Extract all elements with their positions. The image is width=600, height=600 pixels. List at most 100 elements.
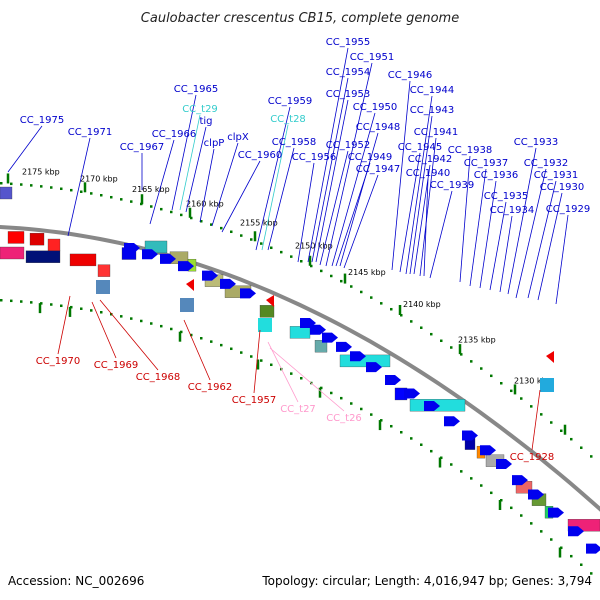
ruler-dot: [170, 327, 173, 331]
gene-label-forward: CC_1939: [430, 180, 474, 191]
ruler-dot: [0, 182, 3, 185]
gene-label-forward: CC_1949: [348, 152, 392, 163]
ruler-dot: [350, 402, 353, 405]
label-leader-line: [211, 142, 239, 227]
ruler-dot: [370, 296, 373, 299]
label-leader-line: [419, 137, 437, 277]
forward-gene-arrow: [424, 401, 440, 412]
gene-label-forward: CC_1931: [534, 170, 578, 181]
label-leader-line: [185, 126, 207, 213]
ruler-dot: [120, 315, 123, 318]
label-leaders: [7, 47, 569, 451]
gene-label-forward: CC_1952: [326, 140, 370, 151]
ruler-dot: [570, 437, 573, 441]
gene-feature: [97, 264, 111, 277]
ruler-dot: [430, 332, 433, 336]
ruler-dot: [150, 205, 153, 208]
gene-label-reverse: CC_1969: [94, 360, 138, 371]
ruler-dot: [60, 304, 63, 308]
label-leader-line: [507, 147, 537, 295]
ruler-dot: [280, 250, 283, 254]
gene-label-forward: CC_t29: [182, 104, 218, 115]
gene-label-reverse: CC_1968: [136, 372, 180, 383]
ruler-dot: [120, 198, 123, 201]
reverse-gene-arrow: [186, 279, 194, 291]
forward-gene-arrow: [462, 430, 478, 441]
ruler-dot: [170, 210, 173, 214]
gene-features: [0, 186, 600, 554]
gene-label-forward: CC_1966: [152, 129, 196, 140]
gene-feature: [7, 231, 25, 244]
label-leader-line: [221, 160, 261, 233]
gene-feature: [289, 326, 311, 339]
ruler-dot: [360, 290, 363, 294]
label-leader-line: [515, 168, 547, 299]
ruler-dot: [400, 314, 403, 317]
gene-label-forward: CC_1958: [272, 137, 316, 148]
ruler-dot: [70, 188, 73, 192]
label-leader-line: [499, 215, 513, 293]
genome-backbone: [0, 224, 600, 512]
forward-gene-arrow: [385, 375, 401, 386]
ruler-dot: [380, 302, 383, 305]
label-leader-line: [267, 147, 295, 251]
forward-gene-arrow: [586, 543, 600, 554]
ruler-outer: [0, 173, 593, 458]
ruler-dot: [430, 449, 433, 453]
gene-label-forward: CC_1934: [490, 205, 534, 216]
gene-label-forward: CC_1956: [292, 152, 336, 163]
ruler-dot: [260, 359, 263, 362]
ruler-dot: [90, 309, 93, 312]
ruler-dot: [260, 242, 263, 245]
forward-gene-arrow: [528, 489, 544, 500]
ruler-dot: [20, 183, 23, 186]
ruler-dot: [60, 187, 63, 191]
kbp-labels: 2175 kbp 2170 kbp 2165 kbp 2160 kbp 2155 kbp…: [22, 167, 552, 385]
reverse-gene-arrow: [266, 295, 274, 307]
gene-label-forward: CC_1942: [408, 154, 452, 165]
ruler-dot: [190, 216, 193, 220]
ruler-dot: [130, 200, 133, 203]
forward-gene-arrow: [202, 270, 218, 281]
label-leader-line: [527, 180, 557, 299]
forward-gene-arrow: [178, 261, 194, 272]
label-leader-line: [7, 125, 43, 173]
ruler-dot: [180, 213, 183, 217]
ruler-dot: [550, 421, 553, 424]
label-leader-line: [325, 62, 373, 267]
gene-label-forward: CC_1965: [174, 84, 218, 95]
ruler-dot: [520, 514, 523, 517]
ruler-dot: [110, 312, 113, 316]
ruler-dot: [270, 363, 273, 367]
gene-label-forward: CC_1953: [326, 89, 370, 100]
gene-feature: [69, 253, 97, 267]
gene-label-forward: tig: [199, 116, 212, 127]
ruler-dot: [420, 326, 423, 329]
ruler-dot: [480, 367, 483, 370]
label-leader-line: [331, 112, 376, 267]
ruler-dot: [580, 563, 583, 566]
ruler-dot: [420, 443, 423, 446]
gene-label-forward: CC_1950: [353, 102, 397, 113]
label-leader-line: [489, 201, 507, 291]
label-leader-line: [297, 162, 315, 263]
ruler-dot: [90, 192, 93, 195]
label-leader-line: [67, 137, 91, 237]
label-leader-line: [57, 295, 71, 355]
label-leader-line: [311, 77, 349, 263]
ruler-dot: [410, 437, 413, 440]
ruler-dot: [350, 285, 353, 288]
reverse-gene-feature: [258, 318, 272, 332]
forward-gene-arrow: [480, 445, 496, 456]
ruler-dot: [160, 207, 163, 211]
ruler-dot: [30, 184, 33, 187]
ruler-dot: [590, 572, 593, 575]
forward-gene-arrow: [568, 526, 584, 537]
ruler-dot: [230, 230, 233, 234]
gene-label-forward: CC_1959: [268, 96, 312, 107]
ruler-inner: [0, 299, 593, 575]
label-leader-line: [267, 341, 299, 403]
gene-feature: [29, 232, 45, 246]
forward-gene-arrow: [444, 416, 460, 427]
ruler-dot: [190, 333, 193, 337]
